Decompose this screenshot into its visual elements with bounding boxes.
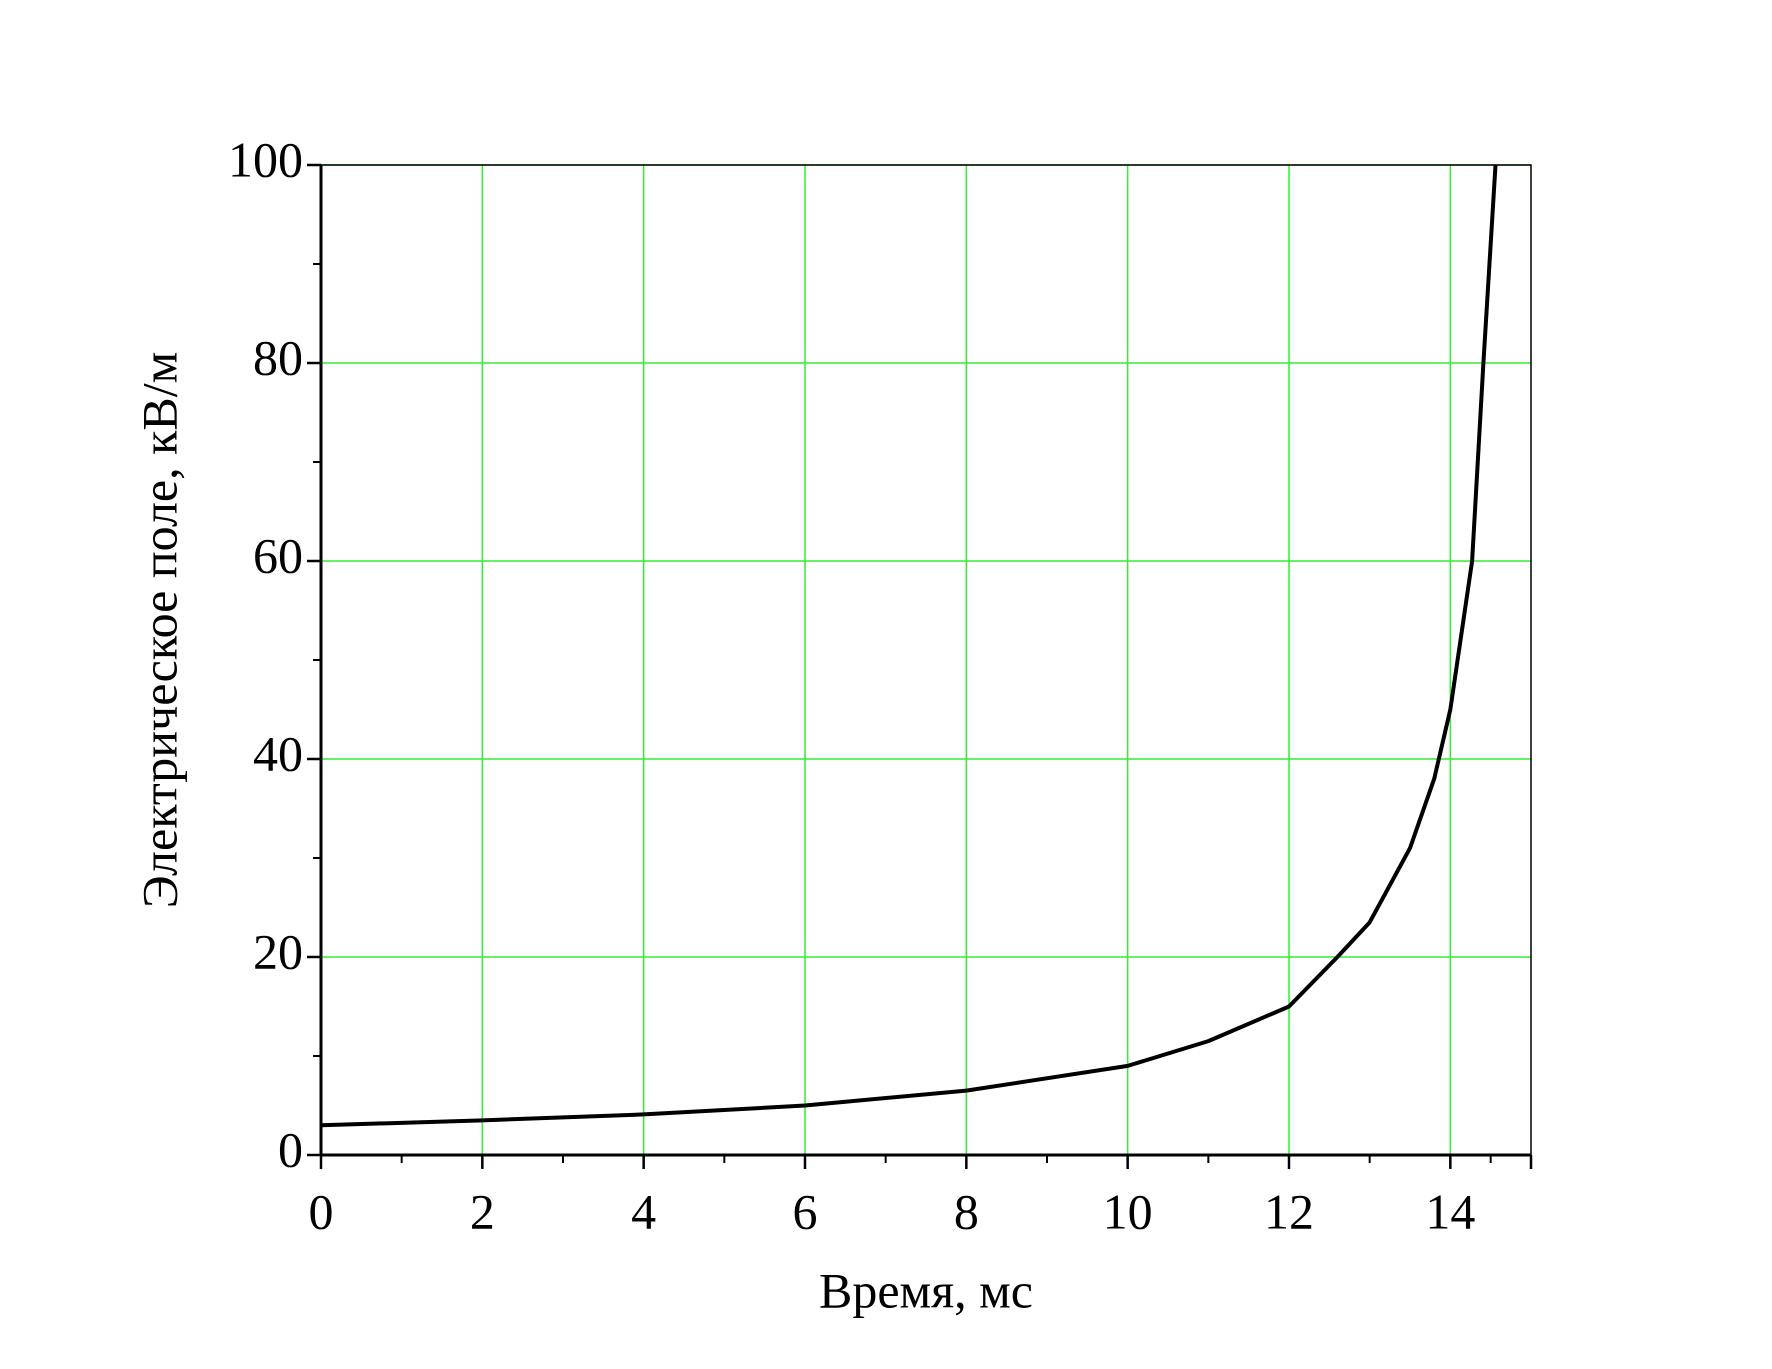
y-tick-label: 0 xyxy=(278,1121,303,1177)
x-tick-label: 4 xyxy=(631,1183,656,1239)
x-tick-label: 2 xyxy=(470,1183,495,1239)
x-tick-label: 8 xyxy=(954,1183,979,1239)
x-tick-label: 12 xyxy=(1264,1183,1314,1239)
x-tick-label: 14 xyxy=(1425,1183,1475,1239)
plot-frame xyxy=(320,164,1532,1156)
y-tick-label: 20 xyxy=(253,923,303,979)
data-line xyxy=(320,164,1498,1128)
x-tick-label: 6 xyxy=(793,1183,818,1239)
y-tick-label: 80 xyxy=(253,329,303,385)
x-axis-title: Время, мс xyxy=(819,1262,1033,1318)
y-tick-label: 100 xyxy=(228,131,303,187)
y-tick-label: 60 xyxy=(253,527,303,583)
y-tick-label: 40 xyxy=(253,725,303,781)
x-tick-label: 10 xyxy=(1103,1183,1153,1239)
x-tick-label: 0 xyxy=(309,1183,334,1239)
y-axis-title: Электрическое поле, кВ/м xyxy=(131,352,187,909)
